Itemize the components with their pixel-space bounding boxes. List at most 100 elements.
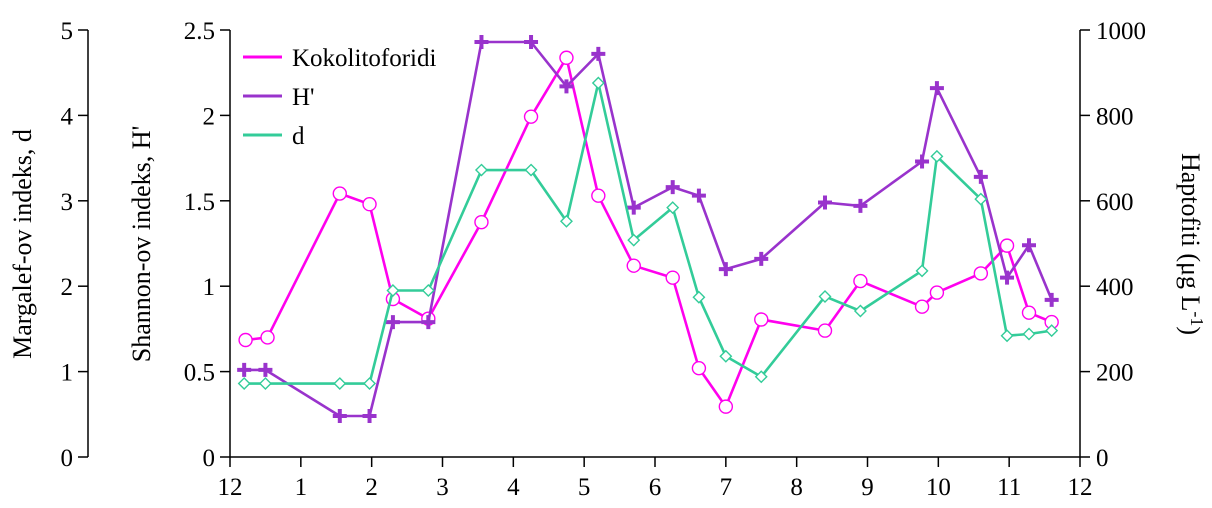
data-point-kokolitoforidi [691, 360, 707, 376]
margalef-ticks: 0 1 2 3 4 5 [61, 18, 88, 472]
x-axis: 12 1 2 3 4 5 6 7 8 9 10 11 12 [218, 456, 1093, 501]
data-point-h [559, 79, 574, 94]
shannon-tick-label: 2.5 [184, 18, 215, 45]
data-point-h [591, 46, 606, 61]
data-point-h [362, 409, 377, 424]
x-tick-label: 4 [507, 474, 520, 501]
haptofiti-axis-title: Haptofiti (μg L-1) [1176, 153, 1207, 335]
x-tick-label: 1 [295, 474, 308, 501]
haptofiti-tick-label: 200 [1096, 360, 1134, 387]
haptofiti-tick-label: 800 [1096, 103, 1134, 130]
haptofiti-tick-label: 1000 [1096, 18, 1146, 45]
margalef-tick-label: 0 [61, 445, 74, 472]
data-point-kokolitoforidi [973, 266, 989, 281]
haptofiti-tick-label: 400 [1096, 274, 1134, 301]
shannon-tick-label: 2 [203, 103, 216, 130]
data-point-h [718, 262, 733, 277]
data-point-d [754, 370, 768, 384]
data-point-h [853, 198, 868, 213]
x-tick-label: 3 [436, 474, 449, 501]
data-point-d [591, 76, 605, 90]
x-tick-label: 9 [861, 474, 874, 501]
data-point-h [332, 409, 347, 424]
data-point-kokolitoforidi [260, 330, 275, 345]
data-point-h [754, 251, 769, 266]
data-point-kokolitoforidi [332, 186, 347, 201]
shannon-tick-label: 1.5 [184, 189, 215, 216]
data-point-h [1000, 270, 1015, 285]
series-kokolitoforidi [238, 50, 1059, 414]
data-point-d [853, 304, 867, 318]
shannon-axis-title: Shannon-ov indeks, H' [127, 126, 156, 363]
series-line-d [244, 81, 1052, 385]
data-point-d [1022, 327, 1036, 341]
data-point-h [237, 362, 252, 377]
shannon-tick-label: 0 [203, 445, 216, 472]
legend-label-kokolitoforidi: Kokolitoforidi [292, 45, 436, 72]
data-point-h [385, 315, 400, 330]
data-point-kokolitoforidi [474, 214, 489, 230]
haptofiti-axis-title-main: Haptofiti (μg L [1176, 153, 1205, 311]
data-point-d [559, 214, 573, 228]
x-tick-label: 12 [1068, 474, 1093, 501]
data-point-h [818, 195, 832, 210]
haptofiti-tick-label: 0 [1096, 445, 1109, 472]
data-point-kokolitoforidi [929, 285, 945, 300]
data-point-d [421, 283, 435, 297]
margalef-axis: 0 1 2 3 4 5 Margalef-ov indeks, d [8, 18, 89, 472]
data-point-h [626, 200, 641, 215]
data-point-kokolitoforidi [362, 197, 377, 212]
margalef-tick-label: 3 [61, 189, 74, 216]
haptofiti-axis: 0 200 400 600 800 1000 Haptofiti (μg L-1) [1079, 18, 1207, 472]
haptofiti-axis-title-end: ) [1176, 326, 1205, 335]
data-point-d [915, 264, 929, 278]
margalef-tick-label: 5 [61, 18, 74, 45]
data-point-h [665, 180, 680, 195]
margalef-axis-title: Margalef-ov indeks, d [8, 129, 37, 359]
shannon-tick-label: 1 [203, 274, 216, 301]
data-point-d [818, 289, 832, 303]
data-point-kokolitoforidi [1021, 305, 1037, 320]
data-point-kokolitoforidi [754, 312, 769, 327]
x-tick-label: 10 [926, 474, 951, 501]
data-point-d [1000, 329, 1014, 343]
data-point-kokolitoforidi [523, 109, 539, 124]
data-point-kokolitoforidi [914, 299, 930, 314]
data-point-kokolitoforidi [238, 332, 253, 348]
data-point-d [363, 377, 377, 391]
data-point-d [258, 377, 272, 391]
margalef-tick-label: 1 [61, 360, 74, 387]
data-point-h [474, 34, 489, 49]
data-point-d [692, 290, 706, 304]
legend-label-h: H' [292, 84, 315, 111]
data-point-h [421, 315, 436, 330]
data-point-kokolitoforidi [817, 323, 833, 338]
data-point-d [474, 163, 488, 177]
data-point-h [929, 81, 944, 96]
data-point-d [627, 233, 641, 247]
x-tick-label: 2 [365, 474, 378, 501]
data-point-kokolitoforidi [853, 273, 868, 289]
x-tick-label: 7 [720, 474, 733, 501]
series-d [237, 76, 1059, 391]
shannon-ticks: 0 0.5 1 1.5 2 2.5 [184, 18, 230, 472]
data-point-kokolitoforidi [559, 50, 574, 65]
data-point-d [719, 349, 733, 363]
series-line-kokolitoforidi [245, 56, 1053, 408]
x-tick-label: 6 [649, 474, 662, 501]
data-point-d [1045, 324, 1059, 338]
data-point-kokolitoforidi [999, 238, 1015, 253]
data-point-kokolitoforidi [591, 188, 606, 203]
data-point-h [973, 169, 988, 184]
data-point-kokolitoforidi [626, 258, 641, 273]
data-point-kokolitoforidi [665, 270, 680, 285]
data-point-h [915, 154, 930, 169]
legend-label-d: d [292, 123, 305, 150]
data-point-h [524, 34, 539, 49]
x-tick-label: 8 [790, 474, 803, 501]
data-point-kokolitoforidi [718, 399, 734, 414]
data-point-d [974, 192, 988, 206]
series-layer [237, 34, 1059, 424]
haptofiti-ticks: 0 200 400 600 800 1000 [1080, 18, 1146, 472]
data-point-h [1022, 238, 1036, 253]
